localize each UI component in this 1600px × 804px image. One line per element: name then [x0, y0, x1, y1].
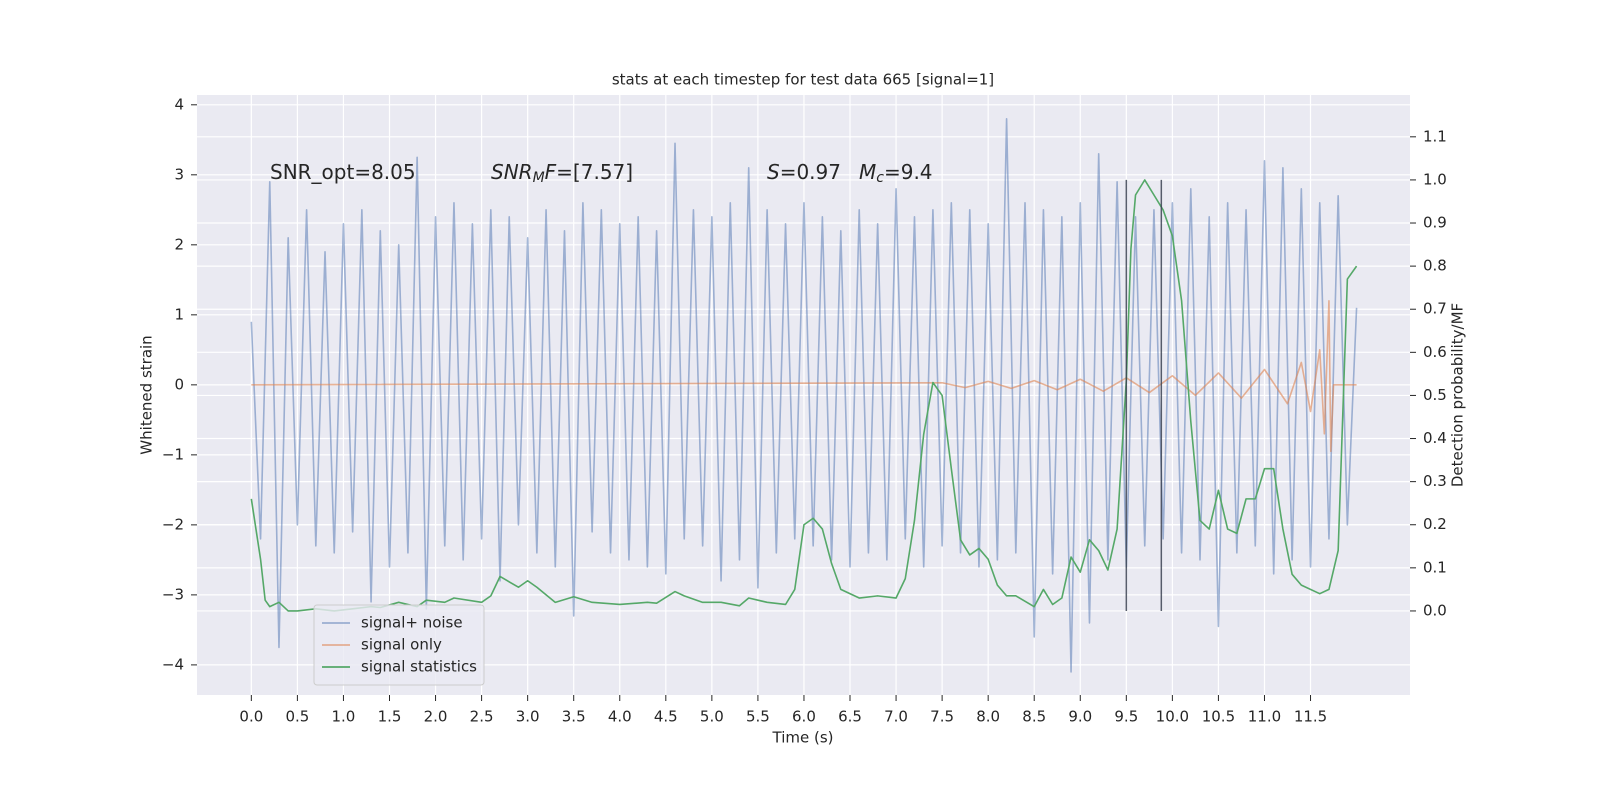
y-tick-label: −2 [162, 515, 184, 533]
x-tick-label: 3.0 [516, 708, 540, 726]
legend-label: signal statistics [361, 658, 477, 676]
x-tick-label: 0.5 [285, 708, 309, 726]
plot-marks [250, 118, 1358, 673]
legend-box [313, 604, 485, 686]
annotation-text: SNR_opt=8.05 [270, 160, 416, 184]
y2-tick-label: 0.4 [1423, 429, 1447, 447]
x-tick-label: 10.0 [1156, 708, 1189, 726]
x-tick-label: 5.0 [700, 708, 724, 726]
x-tick-label: 4.5 [654, 708, 678, 726]
x-tick-label: 8.0 [976, 708, 1000, 726]
annotation-text: M [859, 160, 876, 184]
annotation-subscript: M [533, 170, 545, 186]
y2-tick-label: 1.0 [1423, 170, 1447, 188]
annotation-text: F [545, 160, 557, 184]
x-tick-label: 2.0 [424, 708, 448, 726]
x-tick-label: 11.5 [1294, 708, 1327, 726]
annotation-text: S [767, 160, 780, 184]
y-tick-label: 4 [174, 95, 184, 113]
legend: signal+ noise signal only signal statistic… [313, 604, 485, 686]
y2-tick-label: 0.7 [1423, 300, 1447, 318]
x-tick-label: 9.5 [1114, 708, 1138, 726]
y2-tick-label: 1.1 [1423, 127, 1447, 145]
series-line [250, 179, 1358, 612]
x-tick-label: 4.0 [608, 708, 632, 726]
y2-tick-label: 0.0 [1423, 601, 1447, 619]
annotation: Mc=9.4 [859, 160, 933, 187]
x-tick-label: 9.0 [1068, 708, 1092, 726]
y2-tick-label: 0.3 [1423, 472, 1447, 490]
annotation: SNRMF=[7.57] [491, 160, 633, 187]
annotation-text: SNR [491, 160, 533, 184]
legend-label: signal only [361, 636, 442, 654]
y2-tick-label: 0.9 [1423, 214, 1447, 232]
x-tick-label: 7.0 [884, 708, 908, 726]
x-tick-label: 6.5 [838, 708, 862, 726]
annotation-text: =0.97 [780, 160, 841, 184]
y-tick-label: −4 [162, 655, 184, 673]
x-tick-label: 8.5 [1022, 708, 1046, 726]
y2-axis-label: Detection probability/MF [1449, 303, 1467, 487]
x-tick-label: 3.5 [562, 708, 586, 726]
y-tick-label: 3 [174, 165, 184, 183]
y-tick-label: 2 [174, 235, 184, 253]
y-tick-label: 0 [174, 375, 184, 393]
series-line [251, 300, 1357, 453]
x-tick-label: 1.0 [332, 708, 356, 726]
annotation-subscript: c [876, 170, 884, 186]
y2-tick-label: 0.1 [1423, 558, 1447, 576]
annotation: SNR_opt=8.05 [270, 160, 416, 184]
y2-tick-label: 0.6 [1423, 343, 1447, 361]
x-tick-label: 11.0 [1248, 708, 1281, 726]
x-tick-label: 0.0 [239, 708, 263, 726]
x-tick-label: 2.5 [470, 708, 494, 726]
annotation: S=0.97 [767, 160, 841, 184]
y-tick-label: 1 [174, 305, 184, 323]
y2-tick-label: 0.8 [1423, 257, 1447, 275]
y-axis-label: Whitened strain [138, 335, 156, 454]
annotation-text: =[7.57] [556, 160, 633, 184]
series-line [250, 118, 1358, 673]
x-tick-label: 1.5 [378, 708, 402, 726]
y2-tick-label: 0.5 [1423, 386, 1447, 404]
annotation-text: =9.4 [884, 160, 933, 184]
y2-tick-label: 0.2 [1423, 515, 1447, 533]
x-tick-label: 10.5 [1202, 708, 1235, 726]
y-tick-label: −3 [162, 585, 184, 603]
x-tick-label: 5.5 [746, 708, 770, 726]
x-tick-label: 7.5 [930, 708, 954, 726]
x-axis-label: Time (s) [772, 729, 834, 747]
y-tick-label: −1 [162, 445, 184, 463]
chart-title: stats at each timestep for test data 665… [612, 71, 994, 89]
legend-label: signal+ noise [361, 614, 463, 632]
x-tick-label: 6.0 [792, 708, 816, 726]
